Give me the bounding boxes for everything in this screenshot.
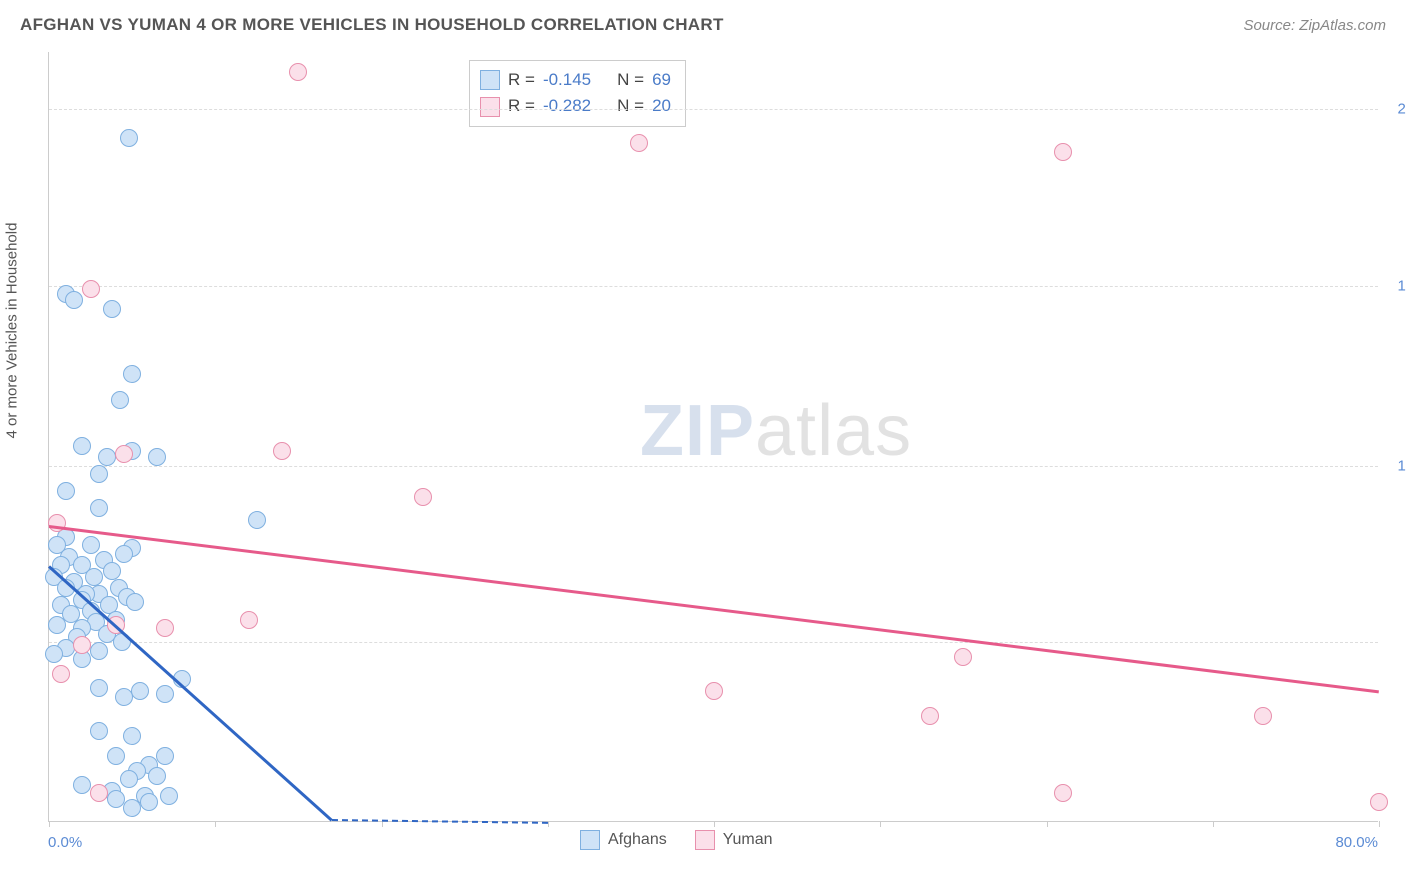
x-axis-max-label: 80.0% [1335,834,1378,851]
data-point [289,63,307,81]
data-point [705,682,723,700]
data-point [98,448,116,466]
chart-header: AFGHAN VS YUMAN 4 OR MORE VEHICLES IN HO… [20,10,1386,40]
data-point [148,767,166,785]
series-swatch [480,70,500,90]
data-point [115,688,133,706]
data-point [115,545,133,563]
scatter-chart: R =-0.145N =69R =-0.282N =20 6.3%12.5%18… [48,52,1378,822]
grid-line [49,466,1378,467]
n-label: N = [617,67,644,93]
legend-item: Afghans [580,830,667,850]
x-tick [1213,821,1214,827]
data-point [90,722,108,740]
x-axis-min-label: 0.0% [48,834,82,851]
correlation-row: R = -0.282 N = 20 [480,93,671,119]
data-point [148,448,166,466]
data-point [107,790,125,808]
data-point [120,129,138,147]
x-tick [215,821,216,827]
r-label: R = [508,67,535,93]
data-point [107,747,125,765]
data-point [48,616,66,634]
trend-line [332,819,548,824]
data-point [630,134,648,152]
n-label: N = [617,93,644,119]
data-point [156,619,174,637]
data-point [1254,707,1272,725]
data-point [103,562,121,580]
correlation-legend-box: R = -0.145 N = 69 R = -0.282 N = 20 [469,60,686,127]
data-point [954,648,972,666]
legend-label: Afghans [608,831,667,849]
series-legend: Afghans Yuman [580,830,773,850]
chart-source: Source: ZipAtlas.com [1243,17,1386,34]
data-point [111,391,129,409]
data-point [52,665,70,683]
grid-line [49,642,1378,643]
data-point [103,300,121,318]
data-point [123,365,141,383]
data-point [57,482,75,500]
data-point [123,799,141,817]
data-point [921,707,939,725]
n-value: 69 [652,67,671,93]
data-point [240,611,258,629]
legend-label: Yuman [723,831,773,849]
data-point [273,442,291,460]
series-swatch [695,830,715,850]
grid-line [49,109,1378,110]
data-point [82,280,100,298]
r-value: -0.282 [543,93,591,119]
y-axis-label: 4 or more Vehicles in Household [4,223,21,439]
data-point [156,747,174,765]
data-point [414,488,432,506]
data-point [65,291,83,309]
x-tick [1047,821,1048,827]
data-point [90,642,108,660]
data-point [73,776,91,794]
data-point [123,727,141,745]
x-tick [49,821,50,827]
y-tick-label: 6.3% [1385,634,1406,651]
data-point [90,679,108,697]
chart-title: AFGHAN VS YUMAN 4 OR MORE VEHICLES IN HO… [20,15,724,35]
data-point [140,793,158,811]
data-point [131,682,149,700]
x-tick [382,821,383,827]
x-tick [880,821,881,827]
data-point [73,437,91,455]
data-point [90,499,108,517]
series-swatch [580,830,600,850]
data-point [160,787,178,805]
data-point [90,465,108,483]
data-point [115,445,133,463]
data-point [248,511,266,529]
data-point [45,645,63,663]
x-tick [714,821,715,827]
x-tick [1379,821,1380,827]
r-label: R = [508,93,535,119]
data-point [126,593,144,611]
data-point [1054,143,1072,161]
r-value: -0.145 [543,67,591,93]
grid-line [49,286,1378,287]
data-point [85,568,103,586]
data-point [1054,784,1072,802]
y-tick-label: 18.8% [1385,277,1406,294]
correlation-row: R = -0.145 N = 69 [480,67,671,93]
y-tick-label: 12.5% [1385,457,1406,474]
data-point [90,784,108,802]
y-tick-label: 25.0% [1385,101,1406,118]
n-value: 20 [652,93,671,119]
data-point [120,770,138,788]
series-swatch [480,97,500,117]
data-point [82,536,100,554]
data-point [1370,793,1388,811]
legend-item: Yuman [695,830,773,850]
data-point [156,685,174,703]
data-point [73,636,91,654]
